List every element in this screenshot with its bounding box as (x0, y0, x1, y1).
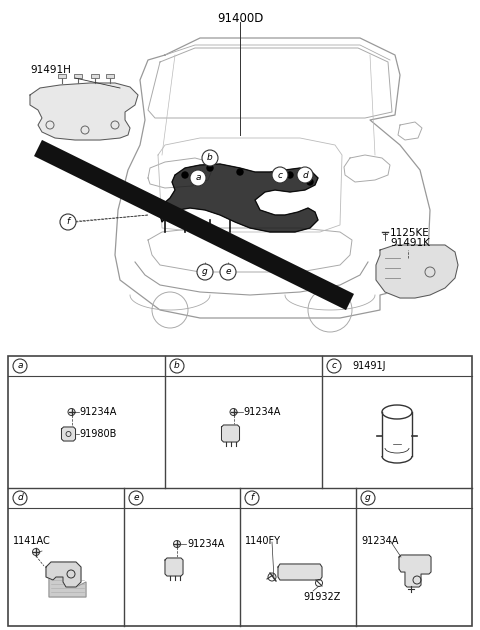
Text: c: c (277, 171, 283, 180)
Text: e: e (133, 493, 139, 503)
Polygon shape (160, 164, 318, 232)
Text: b: b (207, 154, 213, 163)
Circle shape (272, 167, 288, 183)
Text: 91234A: 91234A (361, 536, 398, 546)
Text: 91234A: 91234A (187, 539, 224, 549)
Text: 91491J: 91491J (352, 361, 385, 371)
Polygon shape (278, 564, 322, 580)
Circle shape (129, 491, 143, 505)
Circle shape (60, 214, 76, 230)
Polygon shape (61, 427, 75, 441)
Text: d: d (302, 171, 308, 180)
Circle shape (190, 170, 206, 186)
Circle shape (182, 172, 188, 178)
Text: 91234A: 91234A (243, 407, 281, 417)
Text: 91400D: 91400D (217, 12, 263, 25)
Polygon shape (34, 140, 354, 310)
Text: g: g (202, 268, 208, 277)
Circle shape (287, 172, 293, 178)
Text: 1140FY: 1140FY (245, 536, 281, 546)
Polygon shape (399, 555, 431, 587)
Text: f: f (251, 493, 253, 503)
Text: 91932Z: 91932Z (303, 592, 340, 602)
Text: b: b (174, 362, 180, 370)
Circle shape (207, 165, 213, 171)
Bar (58, 74, 66, 78)
Circle shape (237, 169, 243, 175)
Text: 91491H: 91491H (30, 65, 71, 75)
Polygon shape (221, 425, 240, 442)
Circle shape (297, 167, 313, 183)
Circle shape (327, 359, 341, 373)
Text: 91234A: 91234A (80, 407, 117, 417)
Circle shape (170, 359, 184, 373)
Circle shape (13, 359, 27, 373)
Bar (8, 356, 472, 626)
Text: g: g (365, 493, 371, 503)
Text: c: c (332, 362, 336, 370)
Text: 1141AC: 1141AC (13, 536, 51, 546)
Polygon shape (46, 562, 81, 587)
Text: a: a (195, 173, 201, 183)
Circle shape (307, 179, 313, 185)
Text: 91980B: 91980B (80, 429, 117, 439)
Circle shape (197, 264, 213, 280)
Bar (74, 74, 82, 78)
Bar (106, 74, 114, 78)
Circle shape (202, 150, 218, 166)
Text: e: e (225, 268, 231, 277)
Circle shape (220, 264, 236, 280)
Polygon shape (30, 83, 138, 140)
Text: a: a (17, 362, 23, 370)
Text: 1125KE: 1125KE (390, 228, 430, 238)
Circle shape (245, 491, 259, 505)
Polygon shape (49, 577, 86, 597)
Text: 91491K: 91491K (390, 238, 430, 248)
Polygon shape (376, 245, 458, 298)
Text: d: d (17, 493, 23, 503)
Bar (91, 74, 99, 78)
Text: f: f (66, 217, 70, 227)
Circle shape (13, 491, 27, 505)
Polygon shape (165, 558, 183, 576)
Circle shape (361, 491, 375, 505)
